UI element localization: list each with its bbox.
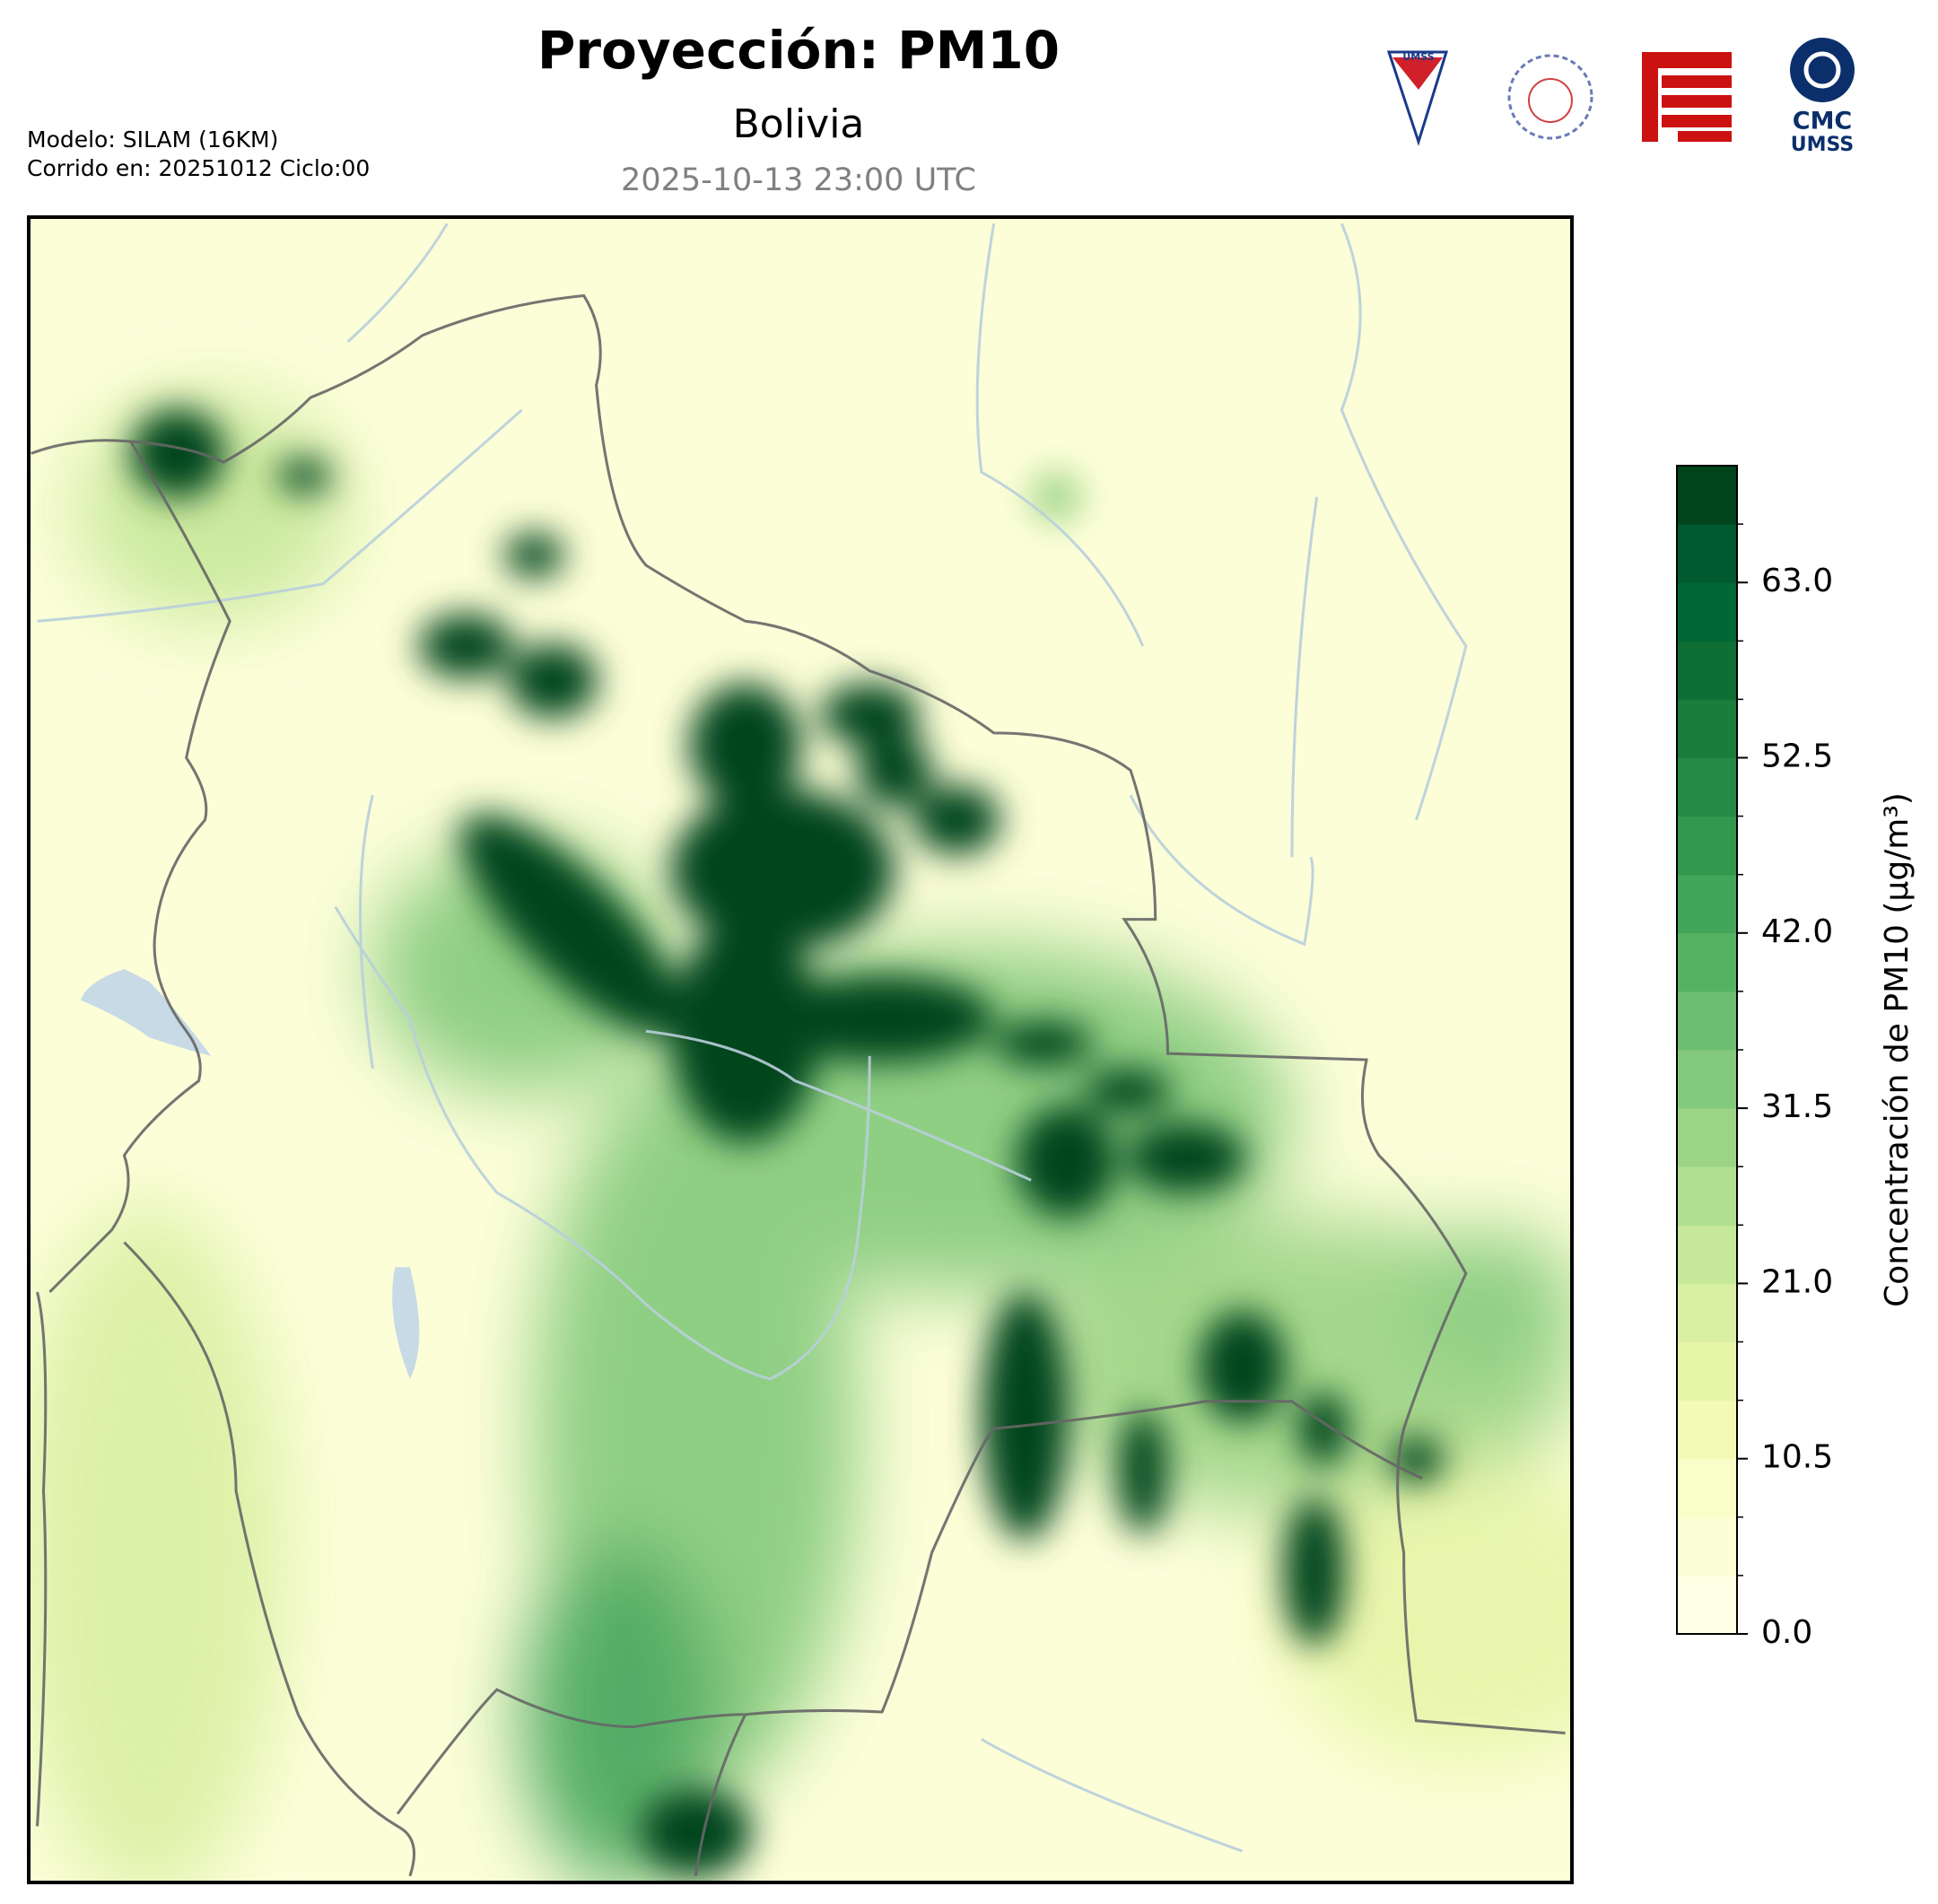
colorbar-step <box>1677 524 1737 583</box>
run-info: Corrido en: 20251012 Ciclo:00 <box>27 155 370 181</box>
colorbar-step <box>1677 757 1737 817</box>
colorbar-step <box>1677 991 1737 1051</box>
logo-text: UMSS <box>1402 51 1434 63</box>
tick-label: 42.0 <box>1761 913 1833 950</box>
colorbar-step <box>1677 699 1737 758</box>
colorbar-frame <box>1676 465 1738 1635</box>
logo-text: UMSS <box>1791 134 1854 156</box>
colorbar-step <box>1677 466 1737 525</box>
colorbar-step <box>1677 1575 1737 1635</box>
colorbar-step <box>1677 874 1737 934</box>
logos: UMSS CMC UMSS <box>1386 38 1855 156</box>
colorbar-step <box>1677 582 1737 642</box>
colorbar-step <box>1677 1108 1737 1167</box>
colorbar-step <box>1677 1283 1737 1342</box>
date: 2025-10-13 23:00 UTC <box>621 162 976 198</box>
colorbar-step <box>1677 1516 1737 1576</box>
colorbar-step <box>1677 641 1737 700</box>
model-info: Modelo: SILAM (16KM) <box>27 127 278 153</box>
colorbar: 0.0 10.5 21.0 31.5 42.0 52.5 63.0 <box>1676 465 1833 1651</box>
title: Proyección: PM10 <box>537 20 1060 81</box>
subtitle: Bolivia <box>733 101 865 147</box>
map-frame <box>27 215 1574 1884</box>
colorbar-step <box>1677 932 1737 992</box>
colorbar-step <box>1677 1225 1737 1284</box>
logo-text: CMC <box>1793 108 1853 135</box>
tick-label: 21.0 <box>1761 1263 1833 1300</box>
colorbar-step <box>1677 1166 1737 1226</box>
tick-label: 63.0 <box>1761 563 1833 599</box>
colorbar-step <box>1677 1341 1737 1402</box>
pm10-field <box>29 223 1572 1882</box>
colorbar-step <box>1677 1458 1737 1518</box>
colorbar-label: Concentración de PM10 (µg/m³) <box>1879 792 1916 1307</box>
colorbar-step <box>1677 1400 1737 1460</box>
tick-label: 0.0 <box>1761 1614 1812 1651</box>
colorbar-step <box>1677 816 1737 876</box>
tick-label: 52.5 <box>1761 738 1833 775</box>
colorbar-step <box>1677 1050 1737 1109</box>
tick-label: 10.5 <box>1761 1439 1833 1476</box>
tick-label: 31.5 <box>1761 1088 1833 1125</box>
map <box>29 217 1572 1882</box>
